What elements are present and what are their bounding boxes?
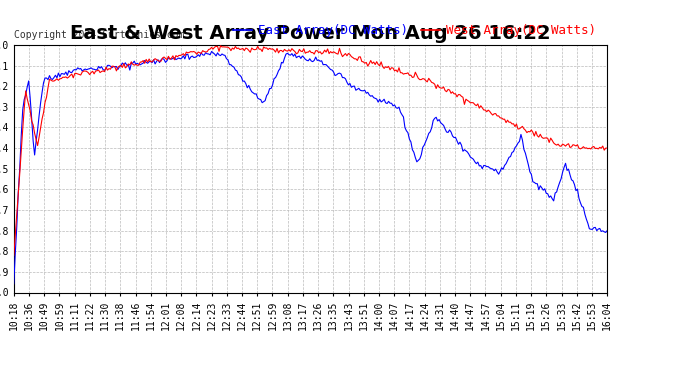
Text: Copyright 2024 Curtronics.com: Copyright 2024 Curtronics.com (14, 30, 184, 40)
Title: East & West Array Power Mon Aug 26 16:22: East & West Array Power Mon Aug 26 16:22 (70, 24, 551, 44)
Legend: East Array(DC Watts), West Array(DC Watts): East Array(DC Watts), West Array(DC Watt… (228, 19, 601, 42)
